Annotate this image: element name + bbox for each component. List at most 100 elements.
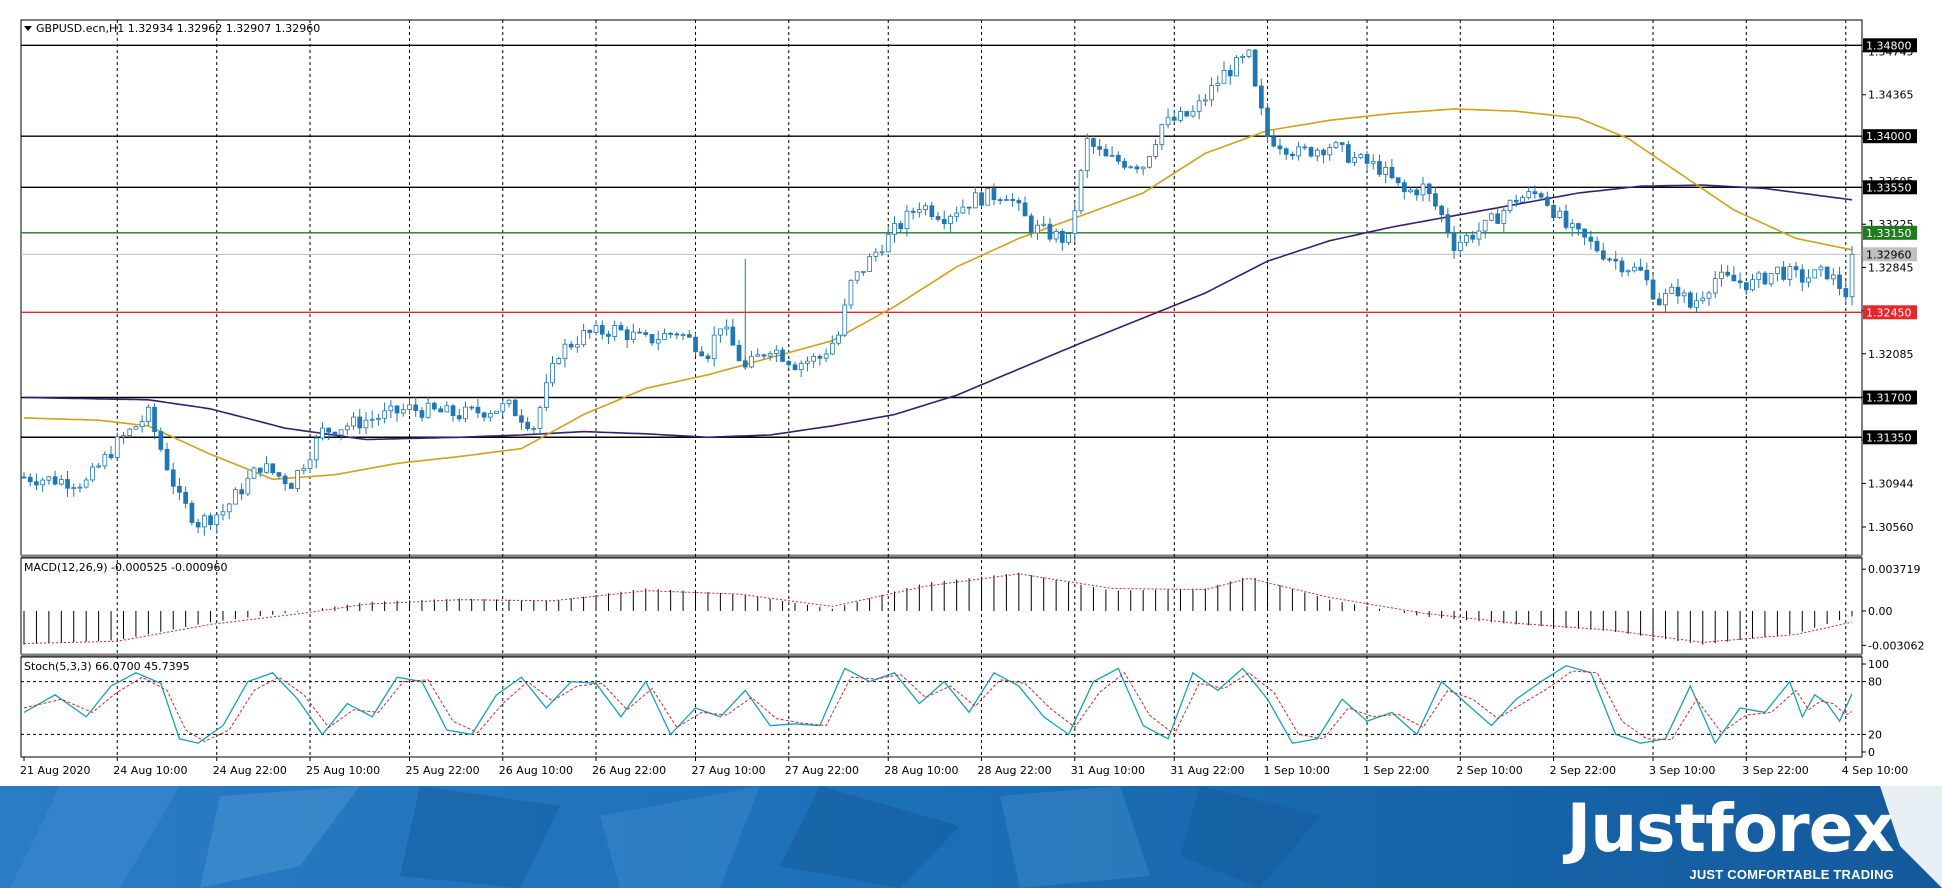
candle — [195, 518, 201, 534]
candle-body — [170, 469, 176, 487]
candle-body — [1078, 170, 1084, 212]
candle-body — [1296, 146, 1301, 157]
candle — [544, 374, 549, 412]
candle — [1793, 261, 1799, 278]
candle-body — [1072, 210, 1078, 234]
candle — [1184, 110, 1190, 118]
symbol-dropdown-icon[interactable] — [24, 26, 32, 31]
candle — [145, 404, 151, 426]
candle — [631, 323, 636, 344]
candle — [997, 197, 1003, 205]
price-header: GBPUSD.ecn,H1 1.32934 1.32962 1.32907 1.… — [36, 22, 320, 35]
candle-body — [1414, 189, 1420, 196]
candle — [1321, 148, 1326, 164]
candle-body — [730, 326, 736, 346]
candle-body — [407, 404, 412, 410]
stoch-tick-label: 0 — [1868, 746, 1875, 759]
candle-body — [917, 209, 922, 213]
candle-body — [1004, 199, 1009, 201]
candle-body — [1240, 56, 1245, 58]
candle-body — [593, 324, 599, 333]
candle — [1476, 222, 1482, 246]
candle-body — [96, 465, 101, 468]
candle — [1358, 152, 1364, 160]
candle-body — [475, 406, 481, 414]
candle — [973, 186, 978, 209]
candle — [637, 328, 642, 334]
candle-body — [531, 427, 537, 430]
price-label-box — [1863, 38, 1917, 53]
candle-body — [736, 344, 742, 362]
candle — [1768, 273, 1774, 287]
candle-body — [1501, 210, 1507, 224]
candle — [1737, 272, 1743, 289]
candle-body — [1843, 288, 1849, 298]
candle-body — [1793, 266, 1799, 271]
candle — [208, 512, 213, 530]
x-tick-label: 1 Sep 10:00 — [1264, 764, 1330, 777]
candle — [718, 328, 723, 343]
candle — [1433, 186, 1438, 210]
candle — [562, 338, 568, 368]
candle-body — [40, 479, 46, 486]
candle-body — [699, 351, 705, 357]
candle-body — [649, 334, 655, 344]
candle-body — [1010, 199, 1016, 201]
candle-body — [1681, 292, 1687, 297]
candle-body — [718, 328, 723, 336]
candle — [904, 204, 910, 237]
candle-body — [369, 418, 375, 421]
candle — [1495, 206, 1500, 224]
candle — [649, 334, 655, 347]
candle-body — [1091, 138, 1096, 147]
candle — [394, 405, 400, 422]
candle — [1116, 151, 1121, 165]
candle-body — [941, 218, 947, 224]
candle — [1756, 270, 1762, 288]
price-label-text: 1.32450 — [1866, 306, 1912, 319]
candle — [1601, 242, 1606, 262]
candle-body — [1022, 202, 1028, 217]
y-tick-label: 1.32845 — [1868, 261, 1914, 274]
candle-body — [1806, 277, 1811, 283]
candle — [1022, 196, 1028, 217]
candle — [170, 462, 176, 495]
candle-body — [1601, 250, 1606, 260]
candle-body — [612, 325, 618, 337]
candle-body — [1035, 224, 1040, 234]
candle-body — [1439, 205, 1444, 216]
candle — [270, 463, 276, 476]
candle — [77, 483, 83, 493]
x-tick-label: 31 Aug 10:00 — [1071, 764, 1145, 777]
x-tick-label: 28 Aug 22:00 — [978, 764, 1052, 777]
candle-body — [388, 405, 394, 412]
candle-body — [276, 472, 282, 477]
candle-body — [674, 333, 680, 336]
candle-body — [780, 349, 785, 362]
candle — [1395, 177, 1401, 186]
price-label-text: 1.33550 — [1866, 181, 1912, 194]
candle-body — [208, 515, 213, 525]
candle — [786, 360, 792, 368]
candle — [1731, 266, 1737, 282]
candle — [164, 442, 170, 472]
candle-body — [1184, 111, 1190, 117]
candle — [431, 401, 437, 411]
candle — [1408, 187, 1413, 194]
candle — [257, 467, 263, 478]
candle — [444, 401, 450, 413]
candle-body — [910, 210, 916, 213]
stoch-tick-label: 100 — [1868, 658, 1889, 671]
candle-body — [52, 476, 58, 485]
candle-body — [568, 343, 574, 348]
candle — [1470, 230, 1476, 243]
candle — [736, 339, 742, 362]
candle-body — [344, 425, 350, 431]
candle — [96, 463, 101, 469]
candle — [326, 427, 332, 441]
candle-body — [1526, 191, 1532, 198]
candle-body — [711, 334, 717, 360]
candle — [1501, 207, 1507, 233]
candle-body — [599, 324, 605, 335]
stoch-pane — [20, 656, 1863, 758]
